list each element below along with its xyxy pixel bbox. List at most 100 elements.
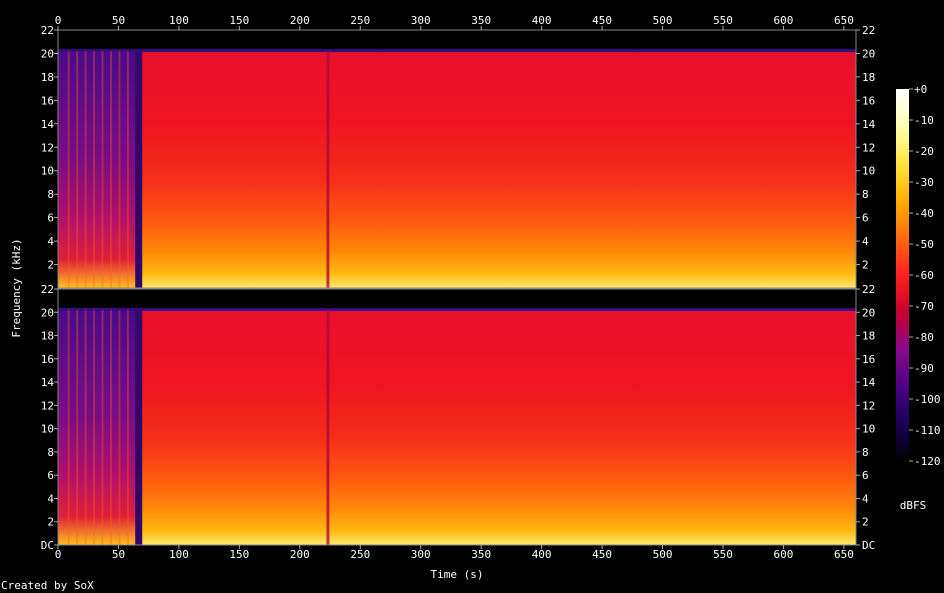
x-tick-label: 200	[290, 548, 310, 561]
y-tick-label: 4	[47, 492, 54, 505]
transient-line	[109, 309, 112, 545]
y-tick-label: 12	[41, 399, 54, 412]
y-tick-label-right: 8	[862, 188, 869, 201]
colorbar-tick-label: -60	[914, 269, 934, 282]
colorbar-tick-label: -30	[914, 176, 934, 189]
colorbar-tick-label: -110	[914, 424, 941, 437]
x-tick-label: 400	[532, 548, 552, 561]
plot-frame	[57, 288, 857, 546]
x-tick-label-top: 0	[55, 14, 62, 27]
y-tick-label-right: 22	[862, 24, 875, 37]
colorbar-tick-label: -10	[914, 114, 934, 127]
x-tick-label: 50	[112, 548, 125, 561]
x-tick-label: 500	[653, 548, 673, 561]
colorbar-gradient	[896, 89, 909, 461]
colorbar-tick-label: -120	[914, 455, 941, 468]
spectrogram-energy	[58, 309, 856, 545]
x-tick-label-top: 350	[471, 14, 491, 27]
x-tick-label-top: 50	[112, 14, 125, 27]
y-tick-label: 14	[41, 118, 55, 131]
y-tick-label-right: 14	[862, 118, 876, 131]
y-tick-label-right: 6	[862, 469, 869, 482]
x-axis-label: Time (s)	[431, 568, 484, 581]
transient-line	[67, 309, 70, 545]
y-tick-label: 18	[41, 71, 54, 84]
colorbar-unit: dBFS	[900, 499, 927, 512]
x-tick-label: 250	[350, 548, 370, 561]
x-tick-label-top: 150	[229, 14, 249, 27]
spectrogram-energy	[58, 51, 856, 288]
y-tick-label: 16	[41, 353, 54, 366]
x-tick-label: 450	[592, 548, 612, 561]
y-tick-label-right: 18	[862, 71, 875, 84]
transient-line	[118, 309, 121, 545]
intro-segment	[58, 309, 141, 545]
x-tick-label: 300	[411, 548, 431, 561]
y-tick-label: 4	[47, 235, 54, 248]
y-tick-label: 2	[47, 516, 54, 529]
intro-transition	[135, 309, 143, 545]
x-tick-label-top: 300	[411, 14, 431, 27]
transient-line	[76, 309, 79, 545]
y-tick-label: DC	[41, 539, 54, 552]
y-tick-label-right: 20	[862, 47, 875, 60]
colorbar-tick-label: -70	[914, 300, 934, 313]
y-tick-label: 8	[47, 446, 54, 459]
y-tick-label: 18	[41, 330, 54, 343]
cutoff-band	[58, 49, 856, 53]
transient-line	[101, 51, 104, 288]
dark-line	[326, 51, 330, 288]
y-tick-label: 14	[41, 376, 55, 389]
x-tick-label-top: 600	[774, 14, 794, 27]
y-tick-label-right: 2	[862, 516, 869, 529]
colorbar-tick-label: -20	[914, 145, 934, 158]
y-tick-label: 2	[47, 259, 54, 272]
transient-line	[126, 51, 129, 288]
x-tick-label: 100	[169, 548, 189, 561]
intro-transition	[135, 51, 143, 288]
colorbar-tick-label: -80	[914, 331, 934, 344]
y-tick-label-right: 12	[862, 399, 875, 412]
plot-frame	[57, 29, 857, 289]
colorbar-tick-label: -50	[914, 238, 934, 251]
x-tick-label: 350	[471, 548, 491, 561]
x-tick-label-top: 550	[713, 14, 733, 27]
colorbar: +0 -10 -20 -30 -40 -50 -60 -70 -80 -90 -100 -110 -12…	[896, 83, 941, 512]
transient-line	[93, 309, 96, 545]
y-tick-label-right: 10	[862, 165, 875, 178]
footer-credit: Created by SoX	[1, 579, 94, 592]
x-tick-label: 0	[55, 548, 62, 561]
y-tick-label: 16	[41, 94, 54, 107]
y-axis-label: Frequency (kHz)	[10, 238, 23, 337]
spectrogram-channel-2	[58, 289, 856, 545]
spectrogram-channel-1	[58, 30, 856, 288]
y-tick-label: 10	[41, 423, 54, 436]
y-tick-label-right: DC	[862, 539, 875, 552]
y-tick-label: 8	[47, 188, 54, 201]
transient-line	[126, 309, 129, 545]
y-tick-label-right: 14	[862, 376, 876, 389]
y-tick-label: 22	[41, 24, 54, 37]
x-tick-label-top: 100	[169, 14, 189, 27]
colorbar-tick-label: -90	[914, 362, 934, 375]
colorbar-tick-label: -40	[914, 207, 934, 220]
x-tick-label-top: 400	[532, 14, 552, 27]
y-tick-label: 20	[41, 47, 54, 60]
x-tick-label-top: 650	[834, 14, 854, 27]
y-tick-label: 20	[41, 306, 54, 319]
y-tick-label-right: 2	[862, 259, 869, 272]
transient-line	[93, 51, 96, 288]
y-tick-label: 6	[47, 212, 54, 225]
x-tick-label-top: 450	[592, 14, 612, 27]
y-tick-label-right: 6	[862, 212, 869, 225]
y-tick-label-right: 4	[862, 492, 869, 505]
y-tick-label-right: 4	[862, 235, 869, 248]
y-tick-label-right: 16	[862, 94, 875, 107]
y-tick-label: 22	[41, 283, 54, 296]
y-tick-label: 10	[41, 165, 54, 178]
cutoff-band	[58, 307, 856, 311]
y-tick-label-right: 18	[862, 330, 875, 343]
transient-line	[118, 51, 121, 288]
